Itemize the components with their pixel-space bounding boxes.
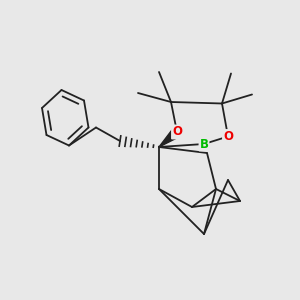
Text: O: O [172, 125, 182, 139]
Text: O: O [223, 130, 233, 143]
Polygon shape [159, 128, 181, 147]
Text: B: B [200, 137, 208, 151]
